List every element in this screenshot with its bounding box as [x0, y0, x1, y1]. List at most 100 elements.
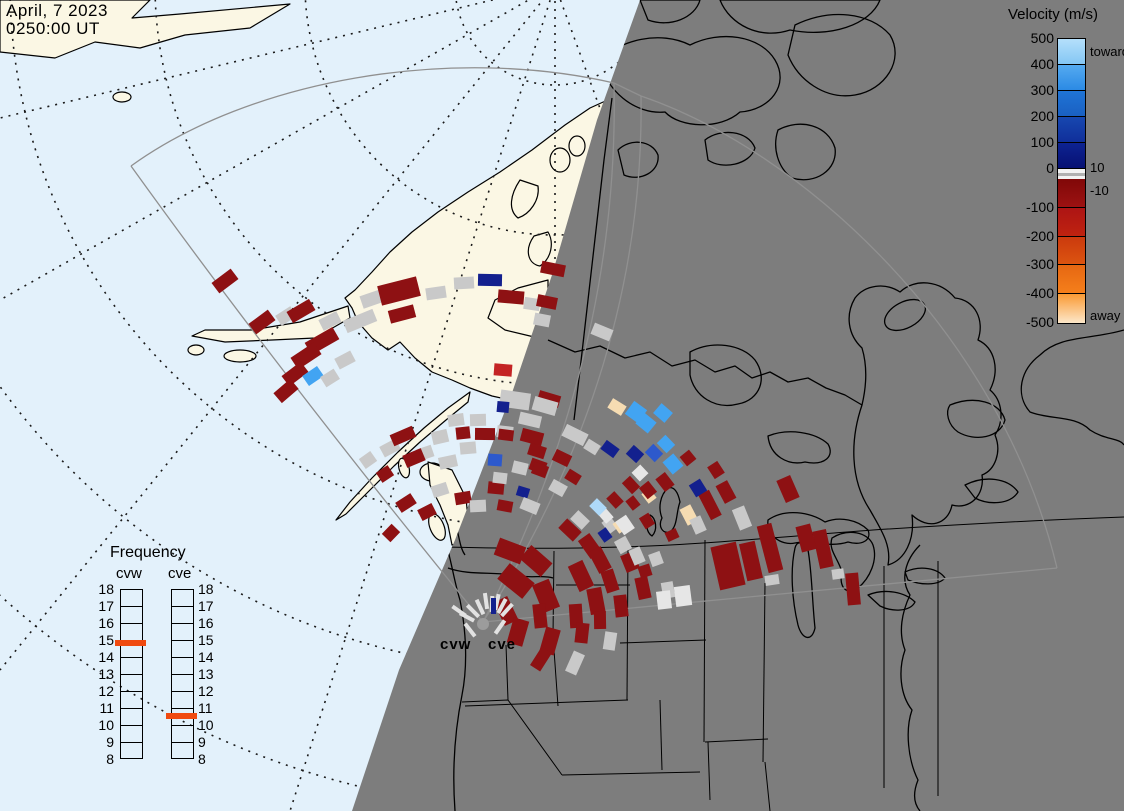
island-stlawrence	[223, 349, 257, 363]
frequency-tick: 11	[198, 700, 213, 716]
velocity-cell	[831, 568, 845, 580]
graticule-meridian	[289, 0, 556, 811]
radar-vectors	[451, 592, 514, 638]
velocity-cell	[459, 441, 477, 455]
velocity-cell	[688, 478, 708, 498]
velocity-cell	[469, 413, 487, 427]
frequency-tick: 13	[198, 666, 214, 682]
frequency-bar-cell	[121, 708, 142, 725]
velocity-cell	[738, 540, 764, 582]
velocity-cell	[653, 403, 673, 423]
velocity-cell	[707, 460, 725, 480]
velocity-cell	[689, 515, 707, 535]
frequency-tick: 13	[98, 666, 114, 682]
velocity-cell	[679, 449, 697, 467]
velocity-cell	[570, 510, 590, 530]
velocity-cell	[567, 559, 595, 593]
velocity-cell	[381, 523, 401, 543]
velocity-cell	[600, 439, 620, 459]
graticule-meridian	[0, 0, 556, 671]
frequency-tick: 9	[106, 734, 114, 750]
frequency-tick: 12	[198, 683, 214, 699]
velocity-cell	[493, 363, 513, 377]
velocity-cell	[600, 568, 620, 594]
velocity-cell	[318, 311, 342, 331]
timestamp: April, 7 2023 0250:00 UT	[6, 2, 108, 38]
velocity-tick-neg10: -10	[1090, 183, 1109, 198]
frequency-bar-cell	[121, 691, 142, 708]
velocity-cell	[523, 296, 541, 312]
velocity-cell	[248, 309, 276, 335]
toward-label: toward	[1090, 44, 1124, 59]
velocity-cell	[845, 572, 861, 606]
velocity-cell	[506, 617, 530, 647]
velocity-cell	[531, 395, 559, 417]
frequency-bar-cell	[172, 589, 193, 606]
velocity-cell	[655, 472, 675, 492]
velocity-cell	[519, 427, 545, 447]
velocity-cell	[574, 622, 590, 644]
velocity-cell	[590, 322, 614, 342]
velocity-cell	[607, 398, 627, 416]
velocity-cell	[565, 650, 585, 676]
frequency-bar-cell	[121, 725, 142, 742]
velocity-cell	[715, 480, 737, 504]
velocity-cell	[625, 495, 641, 511]
frequency-tick: 15	[198, 632, 214, 648]
velocity-cell	[493, 537, 527, 565]
radar-site-label-cve: cve	[488, 636, 517, 653]
velocity-cell	[515, 485, 531, 499]
velocity-tick: 100	[1030, 134, 1054, 150]
frequency-tick: 18	[98, 581, 114, 597]
velocity-cell	[655, 590, 673, 610]
velocity-cell	[656, 434, 676, 454]
frequency-legend-title: Frequency	[110, 544, 186, 561]
los-vector	[463, 622, 477, 638]
velocity-cell	[532, 312, 552, 328]
colorbar-zero-stripe	[1058, 173, 1085, 176]
velocity-cell	[497, 289, 525, 305]
velocity-cell	[455, 426, 471, 440]
velocity-cell	[487, 453, 503, 467]
velocity-cell	[551, 448, 573, 468]
velocity-cell	[496, 499, 514, 513]
island-small	[112, 91, 132, 103]
los-vector-highlight	[491, 598, 496, 614]
coast-siberia	[0, 0, 291, 59]
colorbar-segment-away	[1058, 265, 1085, 295]
frequency-bar-cell	[172, 708, 193, 725]
velocity-cell	[273, 378, 299, 404]
frequency-bar-cell	[121, 623, 142, 640]
velocity-cell	[756, 522, 784, 574]
frequency-tick: 8	[198, 751, 206, 767]
velocity-cell	[621, 475, 641, 495]
velocity-cell	[519, 545, 553, 577]
velocity-tick: -300	[1025, 256, 1054, 273]
los-vector	[451, 604, 467, 618]
frequency-tick: 15	[98, 632, 114, 648]
velocity-cell	[342, 308, 378, 334]
los-vector	[465, 603, 481, 619]
velocity-cell	[530, 461, 550, 479]
colorbar-segment-away	[1058, 236, 1085, 266]
velocity-cell	[583, 438, 601, 456]
velocity-cell	[637, 563, 653, 579]
frequency-bar	[171, 589, 194, 759]
velocity-cell	[597, 527, 613, 543]
velocity-cell	[286, 298, 316, 324]
velocity-tick: -500	[1025, 314, 1054, 330]
velocity-cell	[536, 294, 558, 310]
frequency-tick: 9	[198, 734, 206, 750]
velocity-cell	[469, 499, 487, 513]
velocity-cell	[558, 518, 582, 542]
los-vector	[493, 619, 507, 635]
frequency-tick: 12	[98, 683, 114, 699]
velocity-tick: -100	[1025, 198, 1054, 215]
velocity-cell	[359, 289, 385, 309]
velocity-cell	[517, 411, 543, 429]
frequency-tick: 14	[98, 649, 114, 665]
los-vector	[496, 597, 508, 615]
velocity-cell	[561, 423, 589, 447]
velocity-cell	[437, 454, 459, 470]
frequency-bar	[120, 589, 143, 759]
